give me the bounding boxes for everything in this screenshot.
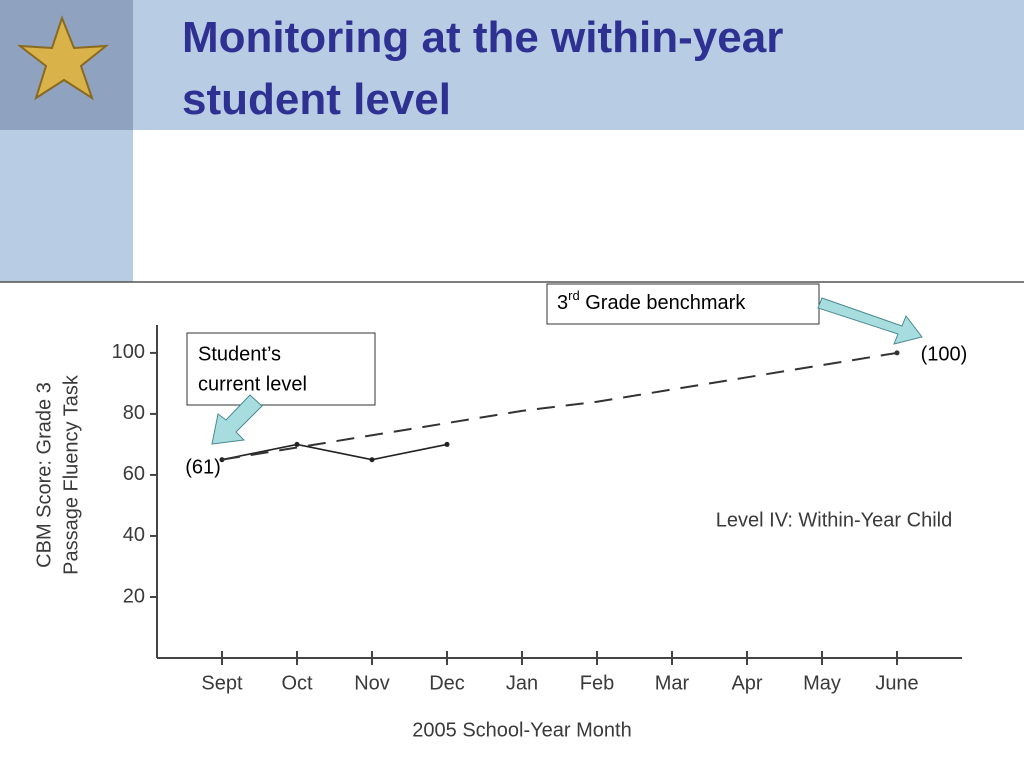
y-tick-label: 60 <box>123 463 145 485</box>
annotation: (61) <box>185 456 221 478</box>
y-tick-label: 80 <box>123 402 145 424</box>
x-tick-label: Oct <box>281 672 313 694</box>
x-tick-label: Apr <box>731 672 762 694</box>
star-icon <box>16 15 110 101</box>
x-tick-label: Nov <box>354 672 390 694</box>
series-line <box>221 443 448 461</box>
x-tick-label: Sept <box>201 672 243 694</box>
data-point <box>294 441 300 447</box>
y-tick-label: 100 <box>112 341 145 363</box>
x-axis-label: 2005 School-Year Month <box>412 719 631 741</box>
title: Monitoring at the within-year <box>182 13 783 62</box>
benchmark-arrow <box>817 297 923 345</box>
header-band <box>0 0 1024 130</box>
annotation: (100) <box>921 343 968 365</box>
y-tick-label: 40 <box>123 524 145 546</box>
y-axis-label: Passage Fluency Task <box>60 374 82 575</box>
x-tick-label: Jan <box>506 672 538 694</box>
y-tick-label: 20 <box>123 585 145 607</box>
benchmark-callout <box>546 283 820 325</box>
x-tick-label: May <box>803 672 841 694</box>
callout-text: 3rd Grade benchmark <box>557 288 746 314</box>
x-tick-label: Feb <box>580 672 614 694</box>
callout-text: Student’s <box>198 343 281 365</box>
title: student level <box>182 75 451 124</box>
data-point <box>894 350 900 356</box>
x-tick-label: June <box>875 672 918 694</box>
chart-note: Level IV: Within-Year Child <box>716 509 952 531</box>
student-callout <box>186 332 376 406</box>
student-arrow <box>211 394 263 445</box>
y-axis-label: CBM Score: Grade 3 <box>33 382 55 568</box>
data-point <box>444 441 450 447</box>
x-tick-label: Mar <box>655 672 690 694</box>
data-point <box>369 457 375 463</box>
callout-text: current level <box>198 373 307 395</box>
x-tick-label: Dec <box>429 672 465 694</box>
